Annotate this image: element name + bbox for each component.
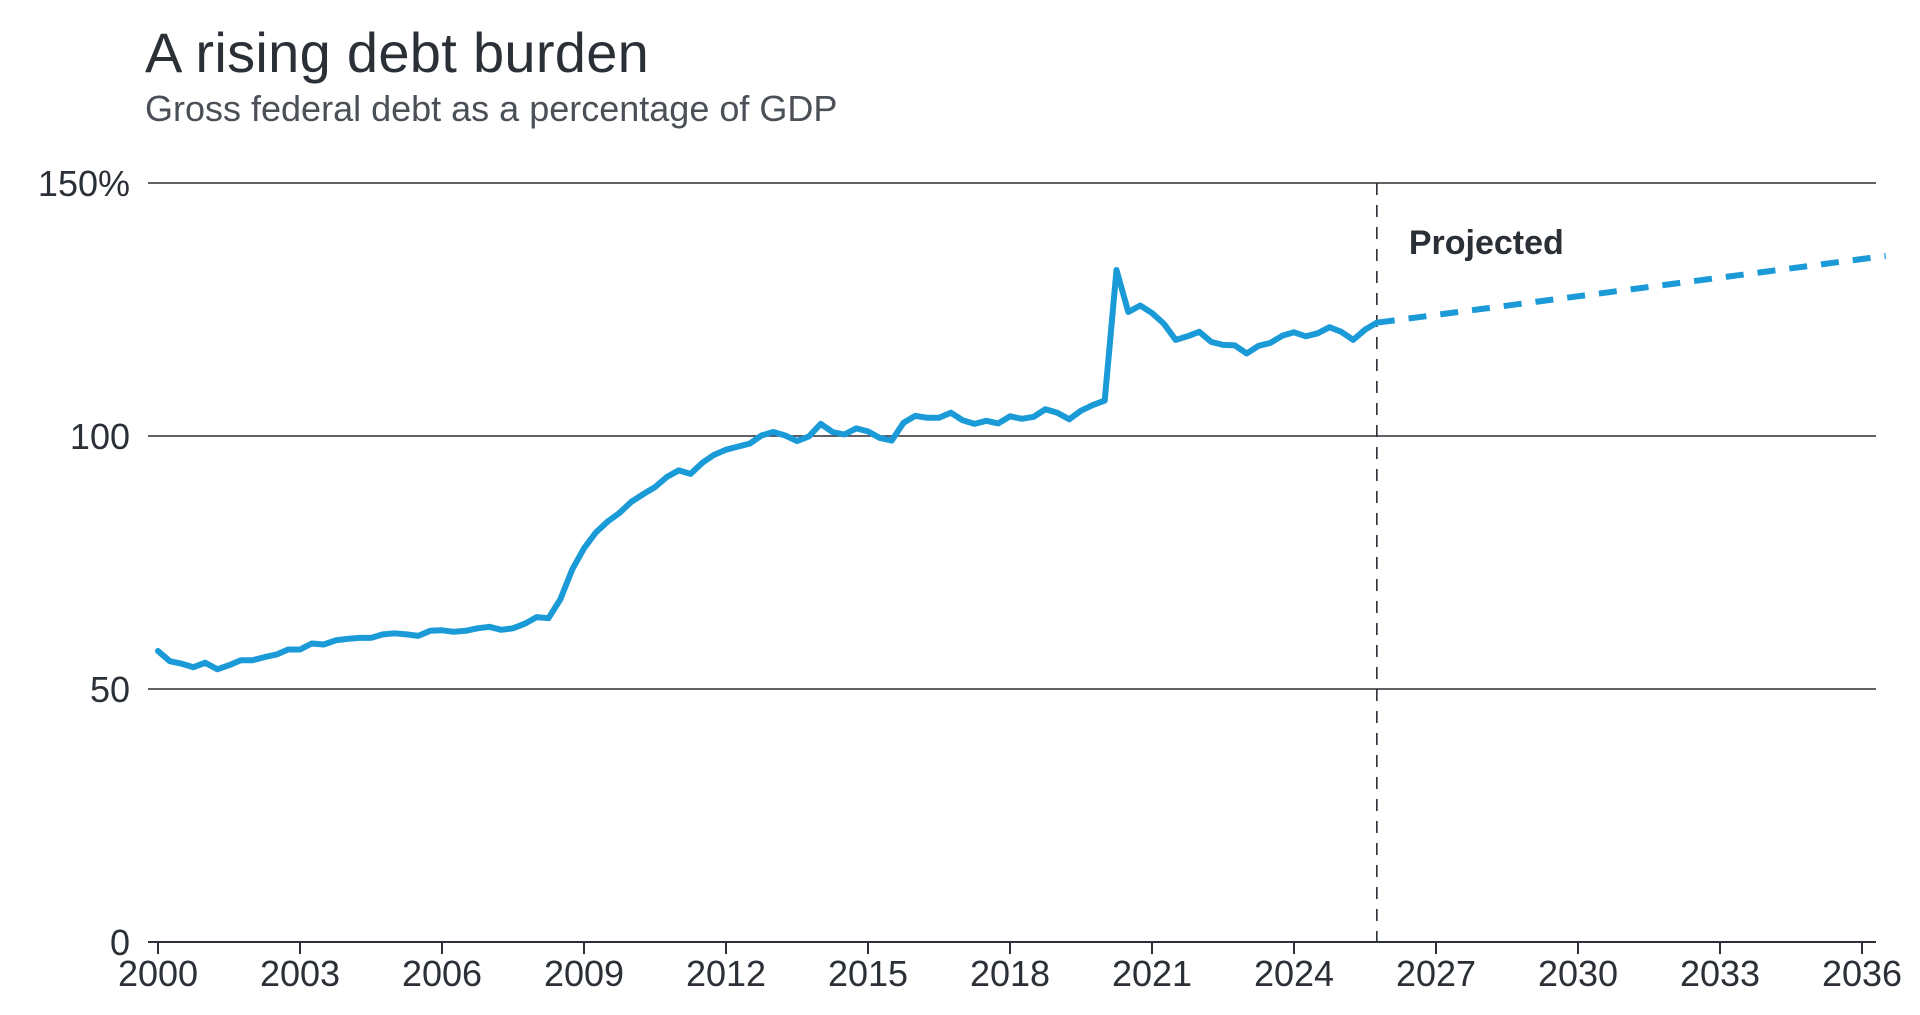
- chart-title: A rising debt burden: [145, 21, 650, 84]
- x-tick-label-2006: 2006: [402, 953, 482, 994]
- x-tick-label-2018: 2018: [970, 953, 1050, 994]
- x-tick-label-2009: 2009: [544, 953, 624, 994]
- y-tick-label-100: 100: [70, 416, 130, 457]
- chart-subtitle: Gross federal debt as a percentage of GD…: [145, 88, 838, 129]
- gridlines: [148, 182, 1876, 690]
- projected-label: Projected: [1409, 224, 1564, 262]
- projected-series-line: [1376, 252, 1887, 326]
- x-tick-label-2030: 2030: [1538, 953, 1618, 994]
- x-tick-label-2024: 2024: [1254, 953, 1334, 994]
- x-tick-label-2003: 2003: [260, 953, 340, 994]
- x-tick-label-2015: 2015: [828, 953, 908, 994]
- x-tick-label-2012: 2012: [686, 953, 766, 994]
- y-tick-label-150: 150%: [38, 163, 130, 204]
- y-tick-label-50: 50: [90, 669, 130, 710]
- x-tick-label-2021: 2021: [1112, 953, 1192, 994]
- x-tick-label-2033: 2033: [1680, 953, 1760, 994]
- historical-series-line: [155, 267, 1380, 673]
- x-tick-label-2036: 2036: [1822, 953, 1902, 994]
- y-tick-label-0: 0: [110, 922, 130, 963]
- series-lines: [155, 252, 1887, 673]
- x-tick-label-2000: 2000: [118, 953, 198, 994]
- y-axis-tick-labels: 0 50 100 150%: [38, 163, 130, 963]
- x-axis: 2000 2003 2006 2009 2012 2015 2018 2021 2024 2027…: [118, 941, 1902, 994]
- x-tick-label-2027: 2027: [1396, 953, 1476, 994]
